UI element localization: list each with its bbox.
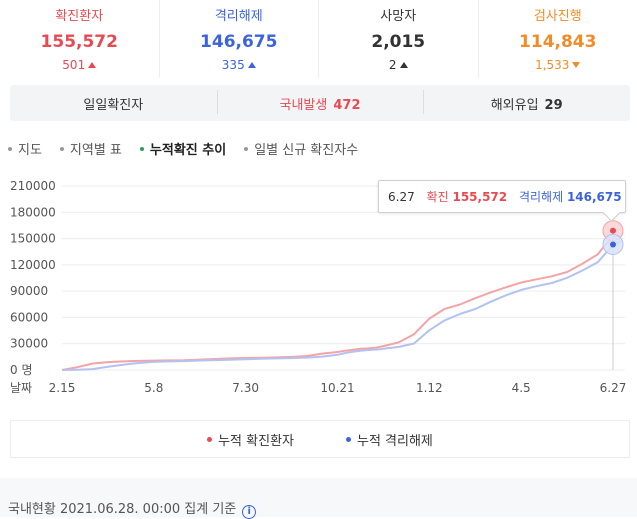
view-tabs: 지도 지역별 표 누적확진 추이 일별 신규 확진자수 bbox=[8, 139, 376, 159]
x-tick-label: 7.30 bbox=[232, 381, 259, 395]
tab-label: 지역별 표 bbox=[70, 143, 122, 158]
domestic-cases: 국내발생 472 bbox=[217, 94, 424, 113]
overseas-value: 29 bbox=[545, 98, 563, 113]
stat-label: 격리해제 bbox=[160, 9, 319, 25]
y-tick-label: 210000 bbox=[10, 179, 56, 193]
y-tick-label: 90000 bbox=[10, 284, 48, 298]
arrow-down-icon bbox=[572, 62, 580, 68]
tab-daily-new[interactable]: 일별 신규 확진자수 bbox=[244, 139, 358, 159]
x-tick-label: 2.15 bbox=[49, 381, 76, 395]
stat-label: 확진환자 bbox=[0, 9, 159, 25]
legend-label: 누적 격리해제 bbox=[357, 434, 433, 449]
stat-deaths[interactable]: 사망자 2,015 2 bbox=[319, 0, 479, 78]
tooltip-confirmed-value: 155,572 bbox=[452, 190, 507, 204]
overseas-label: 해외유입 bbox=[491, 98, 539, 113]
legend-released[interactable]: 누적 격리해제 bbox=[346, 430, 433, 449]
tooltip-confirmed-label: 확진 bbox=[427, 190, 449, 204]
stat-delta: 501 bbox=[0, 57, 159, 73]
stat-value: 155,572 bbox=[0, 32, 159, 52]
stat-value: 2,015 bbox=[319, 32, 478, 52]
x-tick-label: 10.21 bbox=[320, 381, 354, 395]
domestic-label: 국내발생 bbox=[280, 98, 328, 113]
chart-tooltip: 6.27 확진 155,572 격리해제 146,675 bbox=[378, 180, 626, 213]
y-tick-label: 0 명 bbox=[10, 363, 33, 377]
stat-value: 114,843 bbox=[479, 32, 637, 52]
bullet-icon bbox=[140, 147, 144, 151]
stat-delta: 2 bbox=[319, 57, 478, 73]
case-origin-bar: 일일확진자 국내발생 472 해외유입 29 bbox=[10, 85, 630, 121]
x-tick-label: 5.8 bbox=[144, 381, 163, 395]
stat-testing[interactable]: 검사진행 114,843 1,533 bbox=[479, 0, 637, 78]
footer-label: 국내현황 2021.06.28. 00:00 집계 기준 bbox=[8, 502, 236, 517]
summary-stats: 확진환자 155,572 501 격리해제 146,675 335 사망자 2,… bbox=[0, 0, 637, 78]
arrow-up-icon bbox=[400, 62, 408, 68]
daily-confirmed-label: 일일확진자 bbox=[10, 94, 217, 113]
confirmed-series-line bbox=[62, 234, 621, 370]
stat-label: 검사진행 bbox=[479, 9, 637, 25]
stat-delta: 1,533 bbox=[479, 57, 637, 73]
stat-label: 사망자 bbox=[319, 9, 478, 25]
stat-value: 146,675 bbox=[160, 32, 319, 52]
bullet-icon bbox=[244, 147, 248, 151]
y-tick-label: 150000 bbox=[10, 232, 56, 246]
arrow-up-icon bbox=[88, 62, 96, 68]
y-tick-label: 120000 bbox=[10, 258, 56, 272]
tab-map[interactable]: 지도 bbox=[8, 139, 42, 159]
tooltip-released-value: 146,675 bbox=[567, 190, 622, 204]
bullet-icon bbox=[8, 147, 12, 151]
overseas-cases: 해외유입 29 bbox=[423, 94, 630, 113]
legend-dot-icon bbox=[207, 437, 212, 442]
arrow-up-icon bbox=[248, 62, 256, 68]
stat-released[interactable]: 격리해제 146,675 335 bbox=[160, 0, 320, 78]
x-tick-label: 4.5 bbox=[512, 381, 531, 395]
legend-confirmed[interactable]: 누적 확진환자 bbox=[207, 430, 294, 449]
x-tick-label: 1.12 bbox=[416, 381, 443, 395]
tooltip-date: 6.27 bbox=[388, 190, 415, 204]
domestic-value: 472 bbox=[333, 98, 360, 113]
tab-label: 지도 bbox=[18, 143, 42, 158]
y-tick-label: 30000 bbox=[10, 337, 48, 351]
tab-label: 누적확진 추이 bbox=[150, 143, 226, 158]
tooltip-released-label: 격리해제 bbox=[519, 190, 563, 204]
stat-confirmed[interactable]: 확진환자 155,572 501 bbox=[0, 0, 160, 78]
bullet-icon bbox=[60, 147, 64, 151]
chart-legend: 누적 확진환자 누적 격리해제 bbox=[10, 420, 630, 458]
tab-label: 일별 신규 확진자수 bbox=[254, 143, 358, 158]
y-tick-label: 60000 bbox=[10, 310, 48, 324]
y-tick-label: 180000 bbox=[10, 205, 56, 219]
tab-cumulative-trend[interactable]: 누적확진 추이 bbox=[140, 139, 226, 159]
x-tick-label: 6.27 bbox=[600, 381, 627, 395]
stat-delta: 335 bbox=[160, 57, 319, 73]
released-point bbox=[610, 241, 616, 247]
legend-label: 누적 확진환자 bbox=[218, 434, 294, 449]
x-axis-label: 날짜 bbox=[10, 381, 32, 395]
tab-region-table[interactable]: 지역별 표 bbox=[60, 139, 122, 159]
legend-dot-icon bbox=[346, 437, 351, 442]
confirmed-point bbox=[610, 228, 616, 234]
